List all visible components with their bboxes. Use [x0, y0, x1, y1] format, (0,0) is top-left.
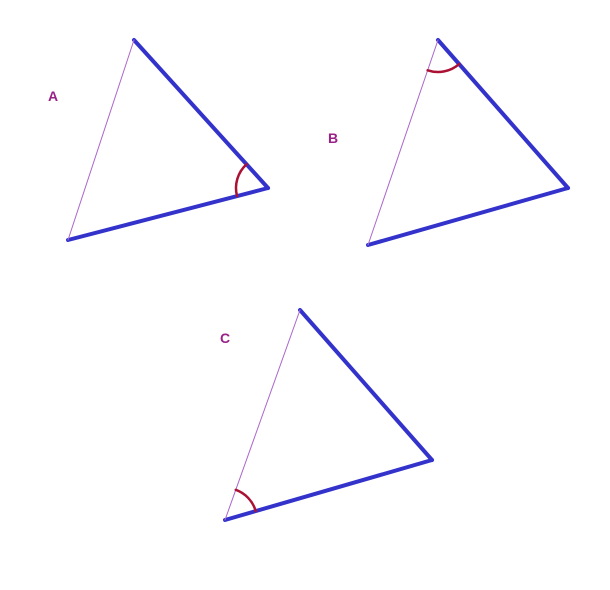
- label-b: B: [328, 130, 338, 146]
- label-c: C: [220, 330, 230, 346]
- label-a: A: [48, 88, 58, 104]
- diagram-canvas: [0, 0, 610, 590]
